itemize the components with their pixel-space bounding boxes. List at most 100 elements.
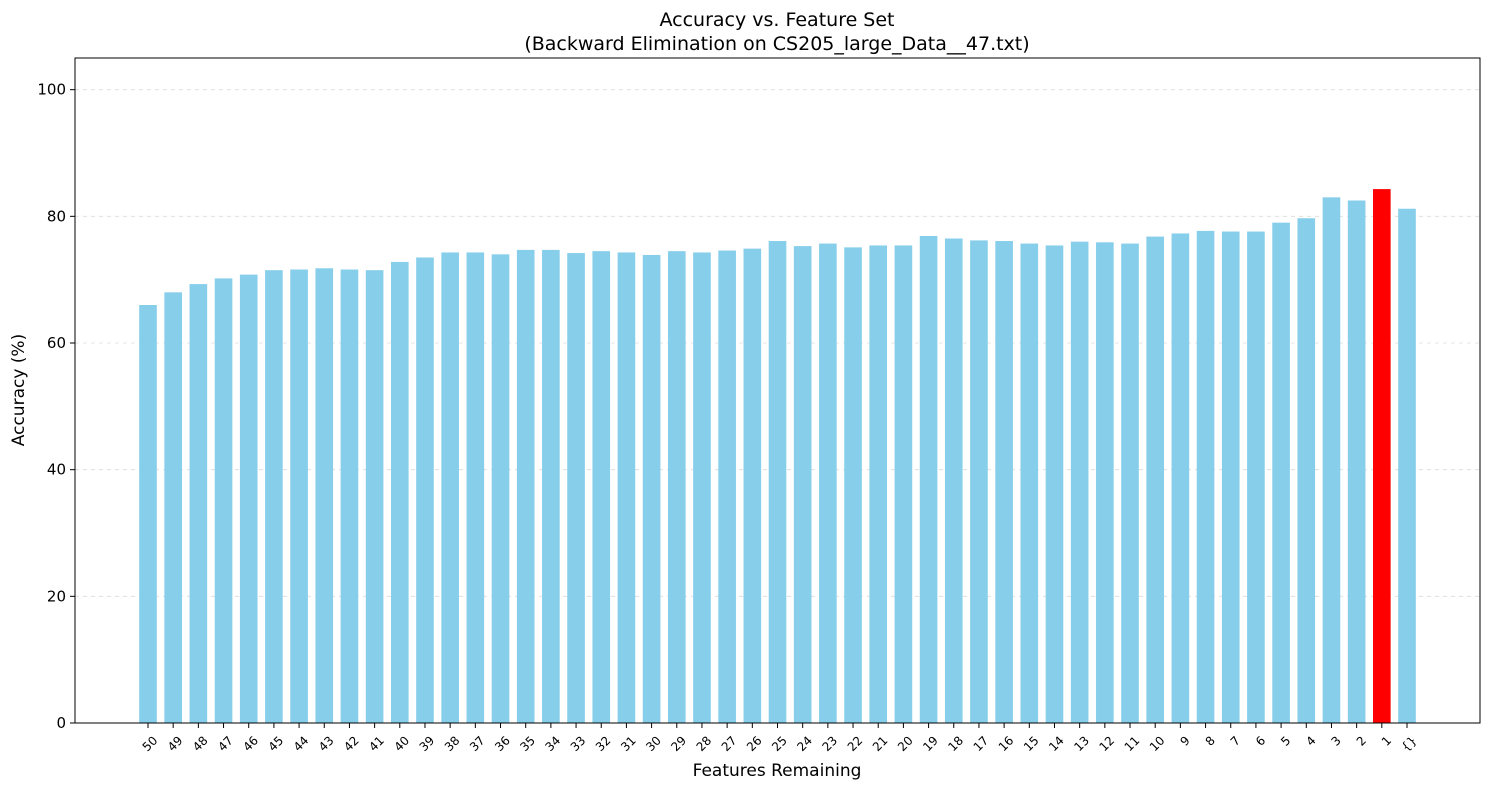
bar (1196, 230, 1215, 723)
bar (944, 238, 963, 723)
bar (743, 248, 762, 723)
bar (1070, 241, 1089, 723)
x-tick-label: 3 (1328, 733, 1343, 748)
bar (466, 252, 485, 723)
bar (1146, 236, 1165, 723)
bar (1171, 233, 1190, 723)
x-tick-label: 20 (895, 733, 916, 754)
bar (340, 269, 359, 723)
bar (239, 274, 258, 723)
x-tick-label: 8 (1203, 733, 1218, 748)
bar (491, 254, 510, 724)
bar (390, 261, 409, 723)
x-tick-label: 22 (845, 733, 866, 754)
x-tick-label: 17 (971, 733, 992, 754)
bar (365, 270, 384, 723)
x-tick-label: 4 (1303, 733, 1318, 748)
bar (1347, 200, 1366, 723)
x-tick-label: 40 (391, 733, 412, 754)
bar (819, 243, 837, 724)
x-axis-label: Features Remaining (693, 761, 862, 781)
x-tick-label: 34 (543, 733, 564, 754)
x-tick-label: 2 (1354, 733, 1369, 748)
chart-title: Accuracy vs. Feature Set (659, 9, 894, 31)
y-tick-label: 80 (47, 207, 66, 225)
x-tick-label: 14 (1046, 733, 1067, 754)
grid-lines (75, 89, 1480, 597)
bar (516, 249, 535, 723)
bar (592, 251, 611, 723)
x-tick-label: 13 (1071, 733, 1092, 754)
x-tick-label: 10 (1147, 733, 1168, 754)
x-tick-label: 18 (945, 733, 966, 754)
y-tick-label: 40 (47, 461, 66, 479)
x-tick-label: 1 (1379, 733, 1394, 748)
x-tick-label: 24 (794, 733, 815, 754)
x-tick-label: 35 (517, 733, 538, 754)
bar (1221, 231, 1240, 724)
x-tick-label: 26 (744, 733, 765, 754)
bar (265, 270, 283, 723)
bar (894, 245, 913, 723)
bar (693, 252, 711, 723)
y-axis-label: Accuracy (%) (9, 334, 29, 446)
bar (970, 240, 988, 723)
x-tick-label: 48 (190, 733, 211, 754)
bar (542, 249, 560, 723)
x-tick-label: 44 (291, 733, 312, 754)
x-tick-label: 27 (719, 733, 740, 754)
bar (290, 269, 308, 723)
x-tick-label: 7 (1228, 733, 1243, 748)
bar (1272, 222, 1290, 723)
y-tick-label: 60 (47, 334, 66, 352)
x-tick-label: 32 (593, 733, 614, 754)
x-tick-label: 38 (442, 733, 463, 754)
bar (315, 268, 334, 723)
y-tick-label: 100 (37, 81, 66, 99)
x-tick-label: 11 (1122, 733, 1143, 754)
x-tick-label: 47 (215, 733, 236, 754)
chart-subtitle: (Backward Elimination on CS205_large_Dat… (524, 33, 1029, 55)
bar (1297, 218, 1316, 723)
x-tick-label: 41 (366, 733, 387, 754)
x-axis-ticks: 50 49 48 47 46 45 44 43 42 41 40 39 38 37 36 35 34 33 32 31… (140, 723, 1420, 754)
x-tick-label: 42 (341, 733, 362, 754)
bar (1121, 243, 1139, 724)
bar (139, 305, 157, 723)
bar (667, 251, 686, 723)
x-tick-label: 19 (920, 733, 941, 754)
bar (768, 241, 787, 724)
bar (1096, 242, 1114, 724)
x-tick-label: 16 (996, 733, 1017, 754)
x-tick-label: 37 (467, 733, 488, 754)
x-tick-label: 21 (870, 733, 891, 754)
bar (441, 252, 459, 723)
x-tick-label: 9 (1177, 733, 1192, 748)
bar (1045, 245, 1064, 723)
x-tick-label: 5 (1278, 733, 1293, 748)
x-tick-label: {} (1399, 733, 1420, 754)
bar (1322, 197, 1341, 724)
bar (919, 235, 938, 723)
x-tick-label: 25 (769, 733, 790, 754)
x-tick-label: 12 (1096, 733, 1117, 754)
bar (416, 257, 434, 723)
bar (995, 241, 1013, 724)
x-tick-label: 28 (694, 733, 715, 754)
bar (793, 246, 812, 723)
bar (642, 254, 661, 723)
bar (164, 292, 182, 723)
y-tick-label: 20 (47, 587, 66, 605)
x-tick-label: 29 (668, 733, 689, 754)
bar (1020, 243, 1039, 724)
bar (1247, 231, 1265, 724)
x-tick-label: 6 (1253, 733, 1268, 748)
x-tick-label: 36 (492, 733, 513, 754)
x-tick-label: 50 (140, 733, 161, 754)
x-tick-label: 30 (643, 733, 664, 754)
y-tick-label: 0 (56, 714, 66, 732)
bar (1398, 208, 1416, 723)
x-tick-label: 46 (240, 733, 261, 754)
